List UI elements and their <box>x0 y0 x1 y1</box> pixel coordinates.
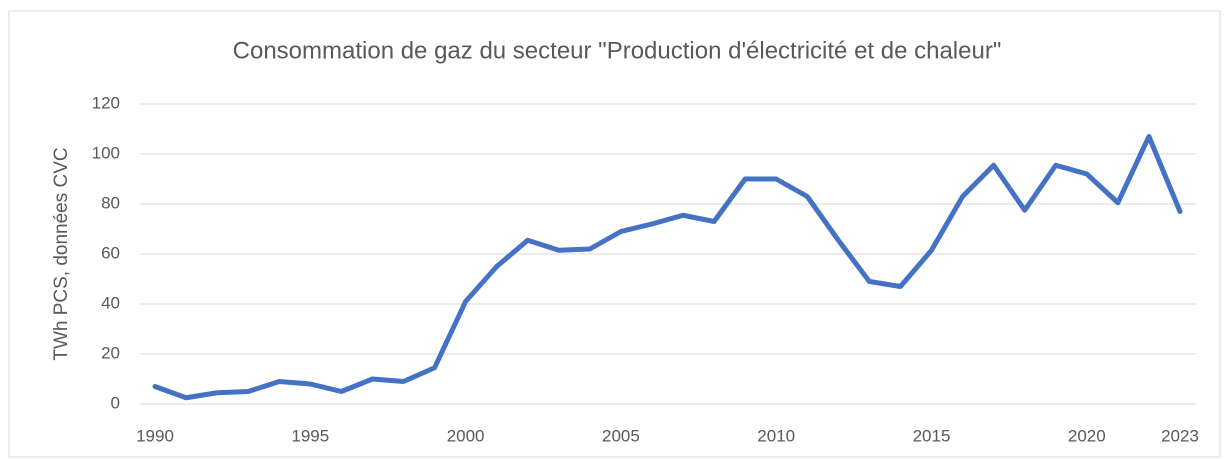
y-tick-label: 40 <box>101 293 120 312</box>
y-tick-label: 60 <box>101 243 120 262</box>
chart-title: Consommation de gaz du secteur "Producti… <box>233 37 1002 64</box>
x-tick-label: 2023 <box>1161 426 1199 445</box>
y-tick-label: 80 <box>101 193 120 212</box>
x-tick-label: 2015 <box>913 426 951 445</box>
x-tick-label: 1990 <box>136 426 174 445</box>
x-tick-label: 2020 <box>1068 426 1106 445</box>
y-tick-label: 20 <box>101 343 120 362</box>
x-tick-label: 2000 <box>447 426 485 445</box>
x-tick-label: 2010 <box>757 426 795 445</box>
y-tick-label: 0 <box>111 393 120 412</box>
data-line <box>152 134 1183 401</box>
x-tick-label: 1995 <box>291 426 329 445</box>
y-axis-label: TWh PCS, données CVC <box>51 147 72 360</box>
x-tick-label: 2005 <box>602 426 640 445</box>
y-tick-label: 100 <box>92 143 120 162</box>
y-tick-label: 120 <box>92 93 120 112</box>
